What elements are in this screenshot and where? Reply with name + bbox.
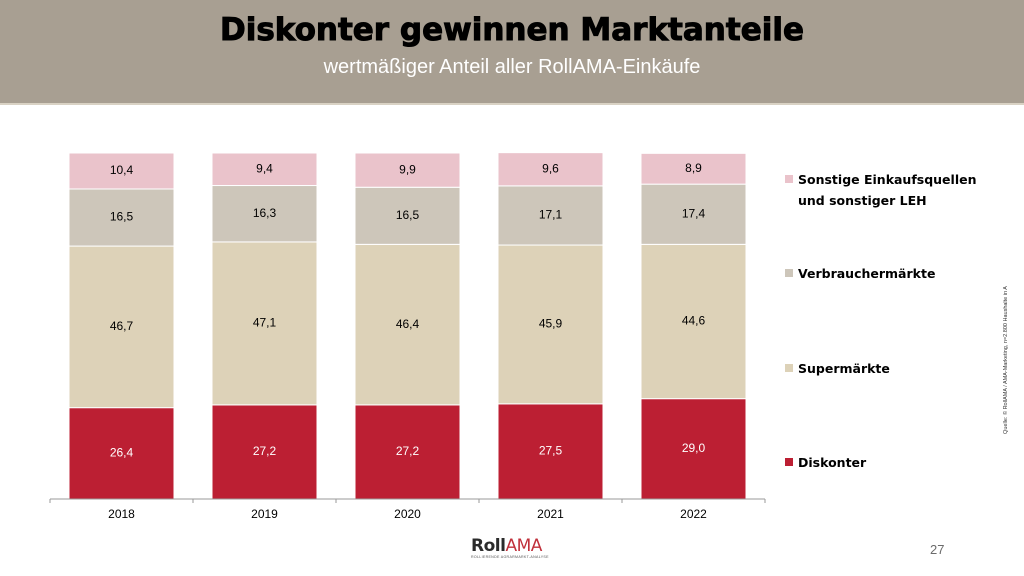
x-tick-label-2020: 2020 [394,507,421,521]
bar-segment-sonstige-2020 [354,152,461,188]
bar-segment-supermärkte-2022 [640,243,747,400]
bar-segment-sonstige-2022 [640,152,747,185]
header-band: Diskonter gewinnen Marktanteile wertmäßi… [0,0,1024,105]
rollama-logo: RollAMA ROLLIERENDE AGRARMARKT-ANALYSE [471,537,561,563]
bar-segment-sonstige-2021 [497,152,604,187]
data-label-supermärkte-2019: 47,1 [253,316,277,330]
bar-segment-verbrauchermärkte-2018 [68,188,175,247]
bar-segment-diskonter-2018 [68,407,175,500]
x-tick-label-2019: 2019 [251,507,278,521]
bar-segment-sonstige-2019 [211,152,318,187]
slide-subtitle: wertmäßiger Anteil aller RollAMA-Einkäuf… [323,56,701,78]
logo-tagline: ROLLIERENDE AGRARMARKT-ANALYSE [471,555,549,559]
data-label-verbrauchermärkte-2021: 17,1 [539,208,563,222]
data-label-verbrauchermärkte-2022: 17,4 [682,206,706,220]
legend-swatch-sonstige [785,175,793,183]
data-label-sonstige-2020: 9,9 [399,162,416,176]
page-number: 27 [930,542,945,557]
bar-segment-diskonter-2021 [497,403,604,500]
data-label-sonstige-2019: 9,4 [256,161,273,175]
x-tick-label-2021: 2021 [537,507,564,521]
data-label-supermärkte-2022: 44,6 [682,314,706,328]
x-tick-label-2022: 2022 [680,507,707,521]
data-label-supermärkte-2021: 45,9 [539,317,563,331]
data-label-verbrauchermärkte-2019: 16,3 [253,206,277,220]
data-label-diskonter-2020: 27,2 [396,444,420,458]
legend-swatch-diskonter [785,458,793,466]
logo-ama-text: AMA [505,536,542,556]
bar-segment-supermärkte-2018 [68,245,175,409]
data-label-sonstige-2018: 10,4 [110,163,134,177]
slide-title: Diskonter gewinnen Marktanteile [220,12,805,49]
logo-roll-text: Roll [471,536,506,556]
data-label-verbrauchermärkte-2018: 16,5 [110,210,134,224]
data-label-verbrauchermärkte-2020: 16,5 [396,208,420,222]
legend-label-supermaerkte: Supermärkte [798,361,890,376]
data-label-sonstige-2021: 9,6 [542,161,559,175]
bar-segment-supermärkte-2019 [211,241,318,406]
bar-segment-diskonter-2022 [640,398,747,500]
bar-segment-verbrauchermärkte-2022 [640,183,747,245]
bar-segment-verbrauchermärkte-2020 [354,186,461,245]
legend-label-verbrauchermaerkte: Verbrauchermärkte [798,266,936,281]
source-note: Quelle: © RollAMA / AMA-Marketing, n=2.8… [1003,286,1009,434]
data-label-sonstige-2022: 8,9 [685,161,702,175]
data-label-diskonter-2022: 29,0 [682,441,706,455]
data-label-diskonter-2021: 27,5 [539,444,563,458]
logo-wordmark: RollAMA [471,537,542,555]
data-label-diskonter-2018: 26,4 [110,445,134,459]
bar-segment-diskonter-2019 [211,404,318,500]
legend-label-sonstige: Sonstige Einkaufsquellen und sonstiger L… [798,172,977,208]
legend-swatch-verbrauchermaerkte [785,269,793,277]
x-tick-label-2018: 2018 [108,507,135,521]
bar-segment-sonstige-2018 [68,152,175,190]
legend-label-diskonter: Diskonter [798,455,867,470]
data-label-supermärkte-2020: 46,4 [396,317,420,331]
data-label-supermärkte-2018: 46,7 [110,319,134,333]
data-label-diskonter-2019: 27,2 [253,444,277,458]
legend-swatch-supermaerkte [785,364,793,372]
bar-segment-supermärkte-2020 [354,243,461,406]
bar-segment-supermärkte-2021 [497,244,604,405]
